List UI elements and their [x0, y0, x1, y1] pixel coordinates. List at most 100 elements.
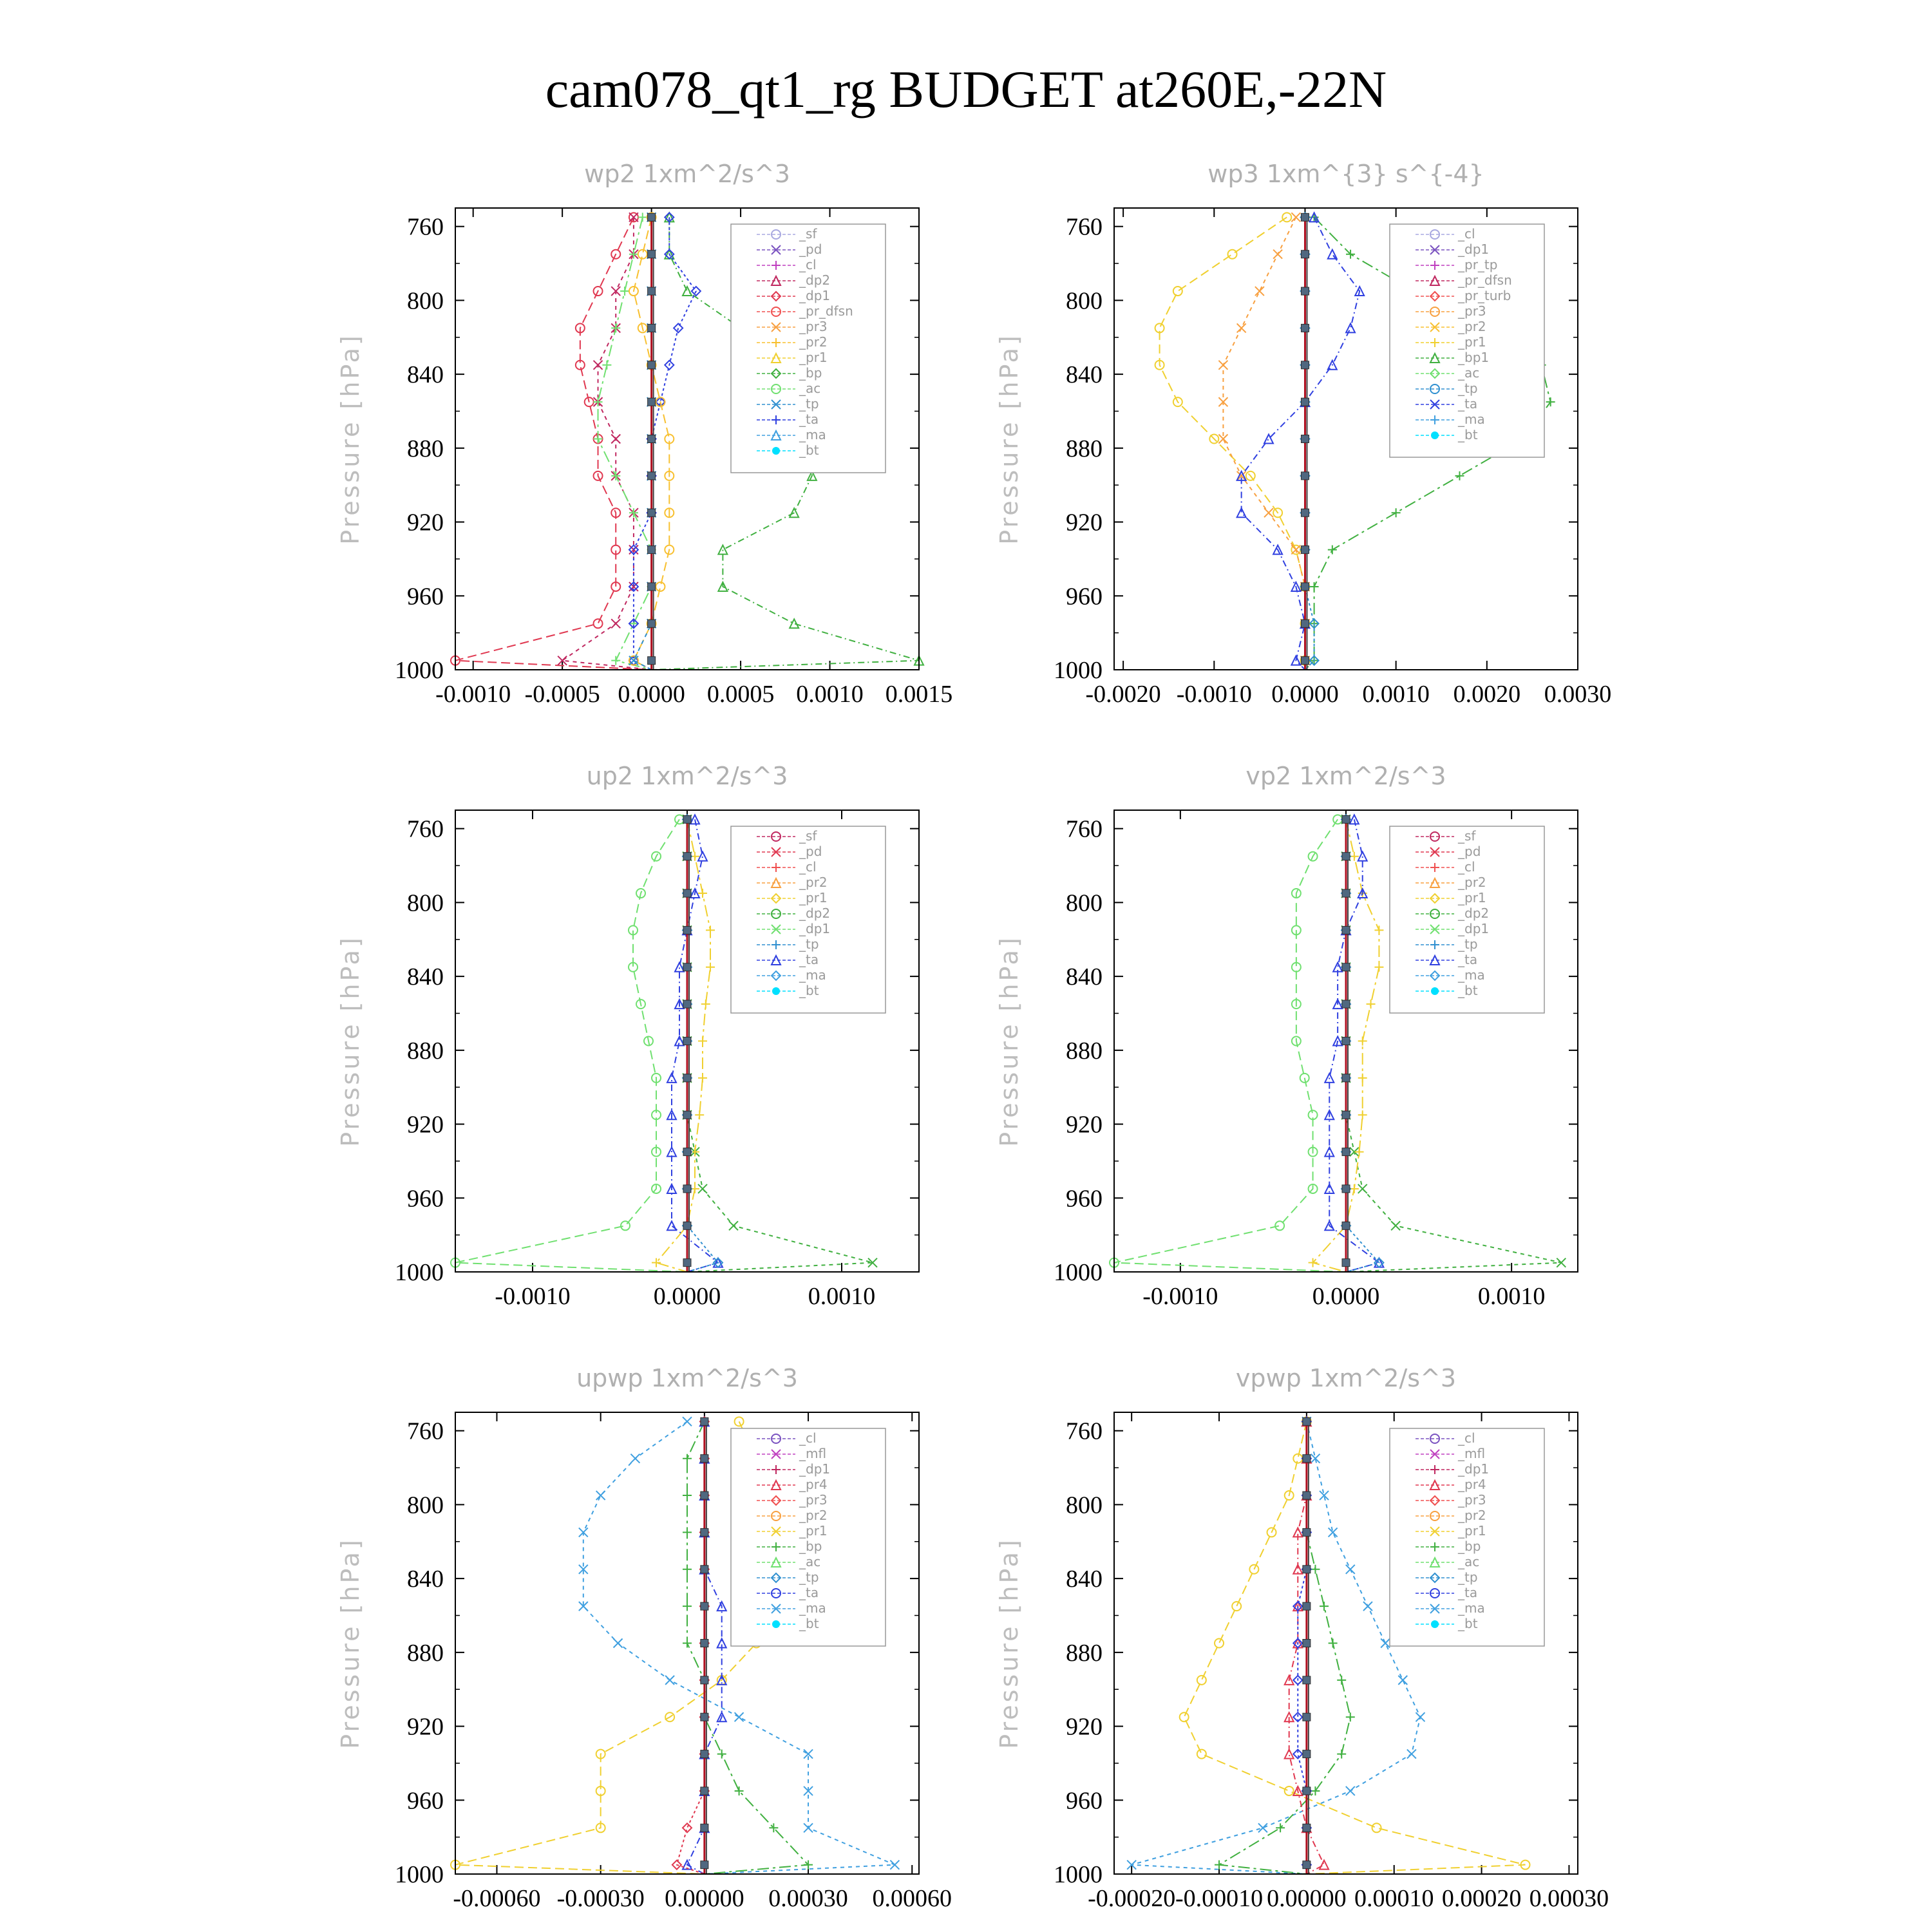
x-tick-label: -0.00010	[1175, 1885, 1263, 1912]
data-point	[636, 888, 646, 899]
figure-title: cam078_qt1_rg BUDGET at260E,-22N	[545, 60, 1387, 118]
data-point	[683, 1638, 692, 1648]
panel-title: upwp 1xm^2/s^3	[576, 1364, 798, 1392]
series-line-ta	[1329, 819, 1381, 1273]
legend: _cl_mfl_dp1_pr4_pr3_pr2_pr1_bp_ac_tp_ta_…	[730, 1428, 886, 1647]
bt-point	[1300, 287, 1309, 296]
bt-point	[647, 287, 656, 296]
data-point	[716, 1637, 728, 1649]
legend-label: _dp1	[799, 288, 830, 303]
data-point	[1214, 1638, 1225, 1649]
data-point	[595, 1823, 606, 1833]
data-point	[611, 323, 621, 333]
data-point	[1283, 1748, 1295, 1759]
bt-point	[700, 1528, 709, 1537]
data-point	[1332, 961, 1343, 972]
series-line-ta	[1240, 216, 1361, 670]
panel-4: vp2 1xm^2/s^3 Pressure [hPa] 760 800 840 880 9…	[995, 762, 1578, 1310]
data-point	[1292, 1748, 1303, 1759]
bt-point	[1300, 582, 1309, 591]
bt-point	[683, 925, 692, 934]
y-axis-label: Pressure [hPa]	[995, 333, 1023, 545]
data-point	[1319, 1490, 1329, 1501]
legend-label: _ac	[1457, 1554, 1479, 1569]
bt-point	[1302, 1639, 1311, 1647]
y-tick-label: 1000	[395, 1861, 444, 1888]
plot-frame	[455, 207, 920, 670]
data-point	[574, 359, 585, 370]
bt-point	[1302, 1491, 1311, 1500]
bt-point	[1300, 619, 1309, 628]
legend-label: _sf	[799, 828, 817, 844]
series-line-tp	[632, 217, 652, 670]
data-point	[663, 211, 675, 223]
data-point	[1172, 397, 1183, 408]
legend-marker	[1429, 876, 1441, 888]
legend-marker	[772, 1620, 780, 1628]
legend-label: _ta	[799, 1585, 819, 1600]
data-point	[1290, 654, 1302, 666]
y-tick-label: 840	[1066, 1566, 1103, 1593]
legend-label: _cl	[1457, 1430, 1475, 1446]
legend-label: _sf	[1457, 828, 1476, 844]
legend-label: _bt	[799, 442, 819, 458]
bt-point	[700, 1417, 709, 1426]
bt-point	[1300, 656, 1309, 665]
legend-marker	[1430, 399, 1440, 410]
y-axis-label: Pressure [hPa]	[995, 1537, 1023, 1749]
data-point	[1363, 1601, 1373, 1611]
y-tick-label: 760	[407, 1418, 444, 1445]
legend-marker	[771, 307, 781, 317]
series-line-dp1	[455, 216, 652, 670]
data-point	[717, 1749, 726, 1759]
legend-label: _pr3	[1457, 303, 1486, 319]
panel-6: vpwp 1xm^2/s^3 Pressure [hPa] 760 800 840 880…	[995, 1364, 1609, 1912]
legend-label: _pd	[799, 844, 822, 859]
data-point	[620, 1220, 630, 1231]
data-point	[620, 287, 630, 296]
data-point	[683, 1454, 692, 1463]
legend-label: _pr_tp	[1457, 257, 1497, 272]
legend-marker	[1430, 338, 1439, 347]
legend-marker	[1430, 1511, 1440, 1521]
legend-marker	[1430, 1588, 1440, 1598]
data-point	[1391, 508, 1401, 518]
y-tick-label: 880	[1066, 435, 1103, 462]
x-tick-label: -0.0010	[1177, 681, 1252, 708]
data-point	[683, 1528, 692, 1537]
data-point	[1292, 1674, 1303, 1686]
x-tick-label: 0.00030	[1530, 1885, 1609, 1912]
series-line-bp	[1113, 819, 1347, 1273]
data-point	[1154, 323, 1165, 334]
y-tick-label: 920	[407, 1714, 444, 1741]
legend-marker	[771, 384, 781, 394]
bt-point	[683, 1074, 692, 1083]
bt-point	[1302, 1823, 1311, 1832]
legend-marker	[771, 229, 781, 240]
bt-point	[1341, 815, 1350, 824]
data-point	[683, 1602, 692, 1611]
series-line-pr1	[1159, 216, 1306, 670]
x-tick-label: -0.0010	[1142, 1283, 1218, 1310]
bt-point	[1300, 323, 1309, 332]
legend-marker	[1430, 863, 1439, 872]
legend-marker	[770, 954, 782, 965]
data-point	[1323, 1072, 1335, 1083]
data-point	[1292, 1711, 1303, 1723]
legend-label: _dp2	[799, 272, 830, 288]
y-tick-label: 920	[1066, 1112, 1103, 1139]
y-tick-label: 960	[407, 583, 444, 610]
y-tick-label: 840	[1066, 361, 1103, 388]
legend-marker	[1431, 987, 1439, 995]
x-tick-label: -0.00020	[1088, 1885, 1175, 1912]
legend-label: _tp	[799, 1569, 819, 1585]
legend-label: _pr_turb	[1457, 288, 1511, 303]
y-tick-label: 800	[407, 889, 444, 916]
data-point	[665, 1712, 676, 1723]
data-point	[698, 889, 707, 898]
x-tick-label: 0.0000	[654, 1283, 721, 1310]
data-point	[716, 1710, 728, 1723]
data-point	[1282, 212, 1293, 223]
data-point	[1172, 286, 1183, 297]
bt-point	[683, 1258, 692, 1267]
